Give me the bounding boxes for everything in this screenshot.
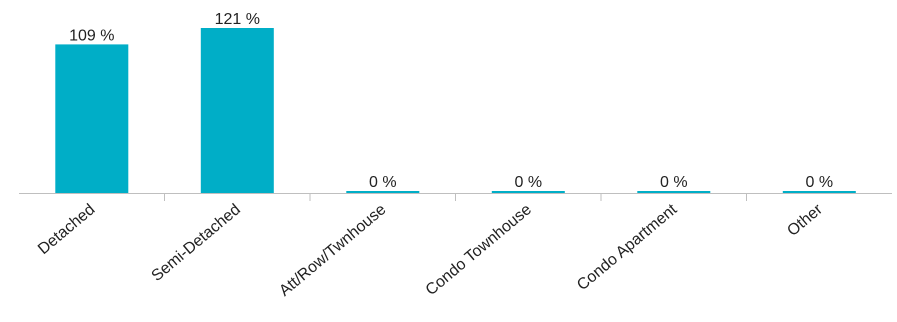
bar-condo-townhouse (491, 191, 565, 193)
x-tick-label: Detached (35, 201, 98, 258)
data-label: 0 % (515, 174, 543, 191)
x-tick-label: Att/Row/Twnhouse (276, 201, 389, 300)
x-tick-label: Condo Apartment (574, 201, 681, 294)
data-label: 109 % (69, 27, 114, 44)
bar-other (782, 191, 856, 193)
bar-semi-detached (200, 28, 274, 193)
bars-layer (55, 28, 856, 194)
x-tick-labels: Detached Semi-Detached Att/Row/Twnhouse Con… (35, 201, 826, 300)
bar-condo-apartment (637, 191, 711, 193)
data-labels-layer: 109 % 121 % 0 % 0 % 0 % 0 % (69, 11, 833, 191)
data-label: 121 % (215, 11, 260, 28)
x-tick-label: Semi-Detached (148, 201, 243, 285)
data-label: 0 % (806, 174, 834, 191)
x-axis (19, 193, 892, 201)
x-tick-label: Other (784, 201, 826, 240)
bar-detached (55, 44, 129, 194)
bar-att-row-twnhouse (346, 191, 420, 193)
x-tick-label: Condo Townhouse (423, 201, 535, 299)
data-label: 0 % (369, 174, 397, 191)
data-label: 0 % (660, 174, 688, 191)
